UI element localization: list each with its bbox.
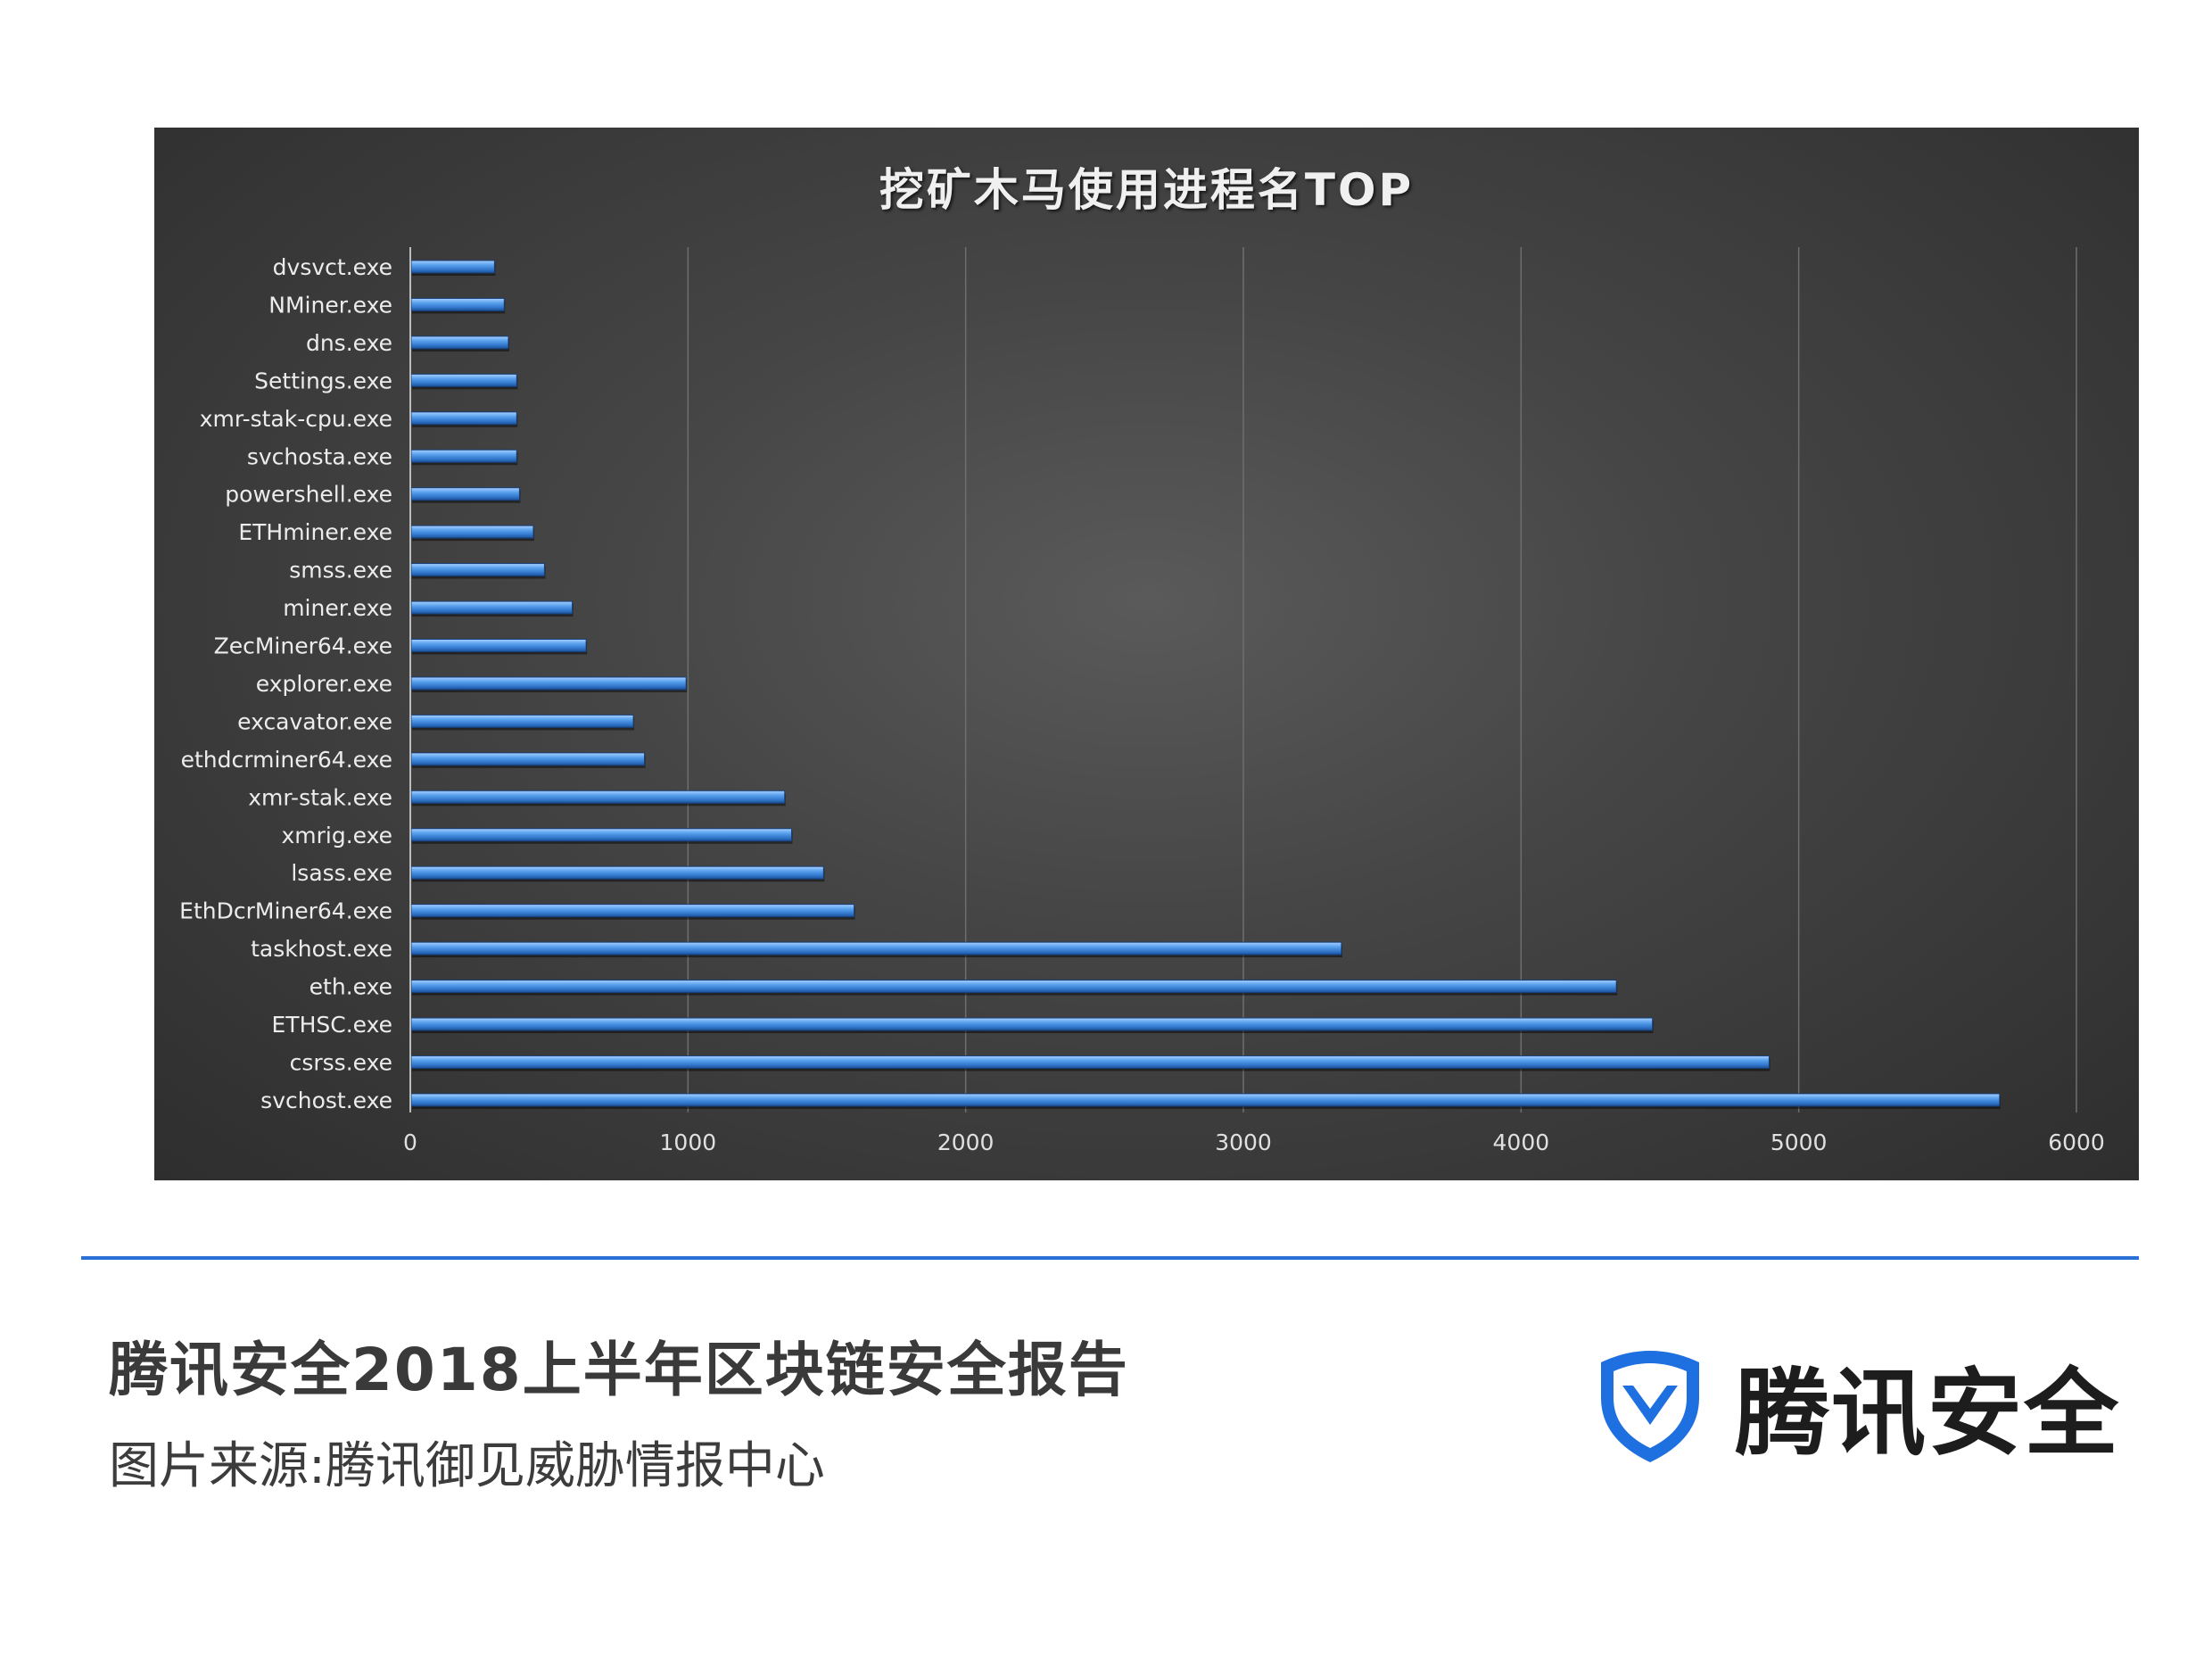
- category-label: powershell.exe: [225, 482, 392, 508]
- bar: [410, 639, 587, 652]
- shield-icon: [1601, 1351, 1699, 1462]
- bar: [410, 260, 495, 274]
- bar: [410, 790, 786, 804]
- x-axis-ticks: 0 1000 2000 3000 4000 5000 6000: [403, 1130, 2105, 1155]
- x-tick-label: 0: [403, 1130, 417, 1155]
- category-label: xmrig.exe: [281, 823, 392, 848]
- bar: [410, 676, 687, 691]
- x-tick-label: 6000: [2048, 1130, 2105, 1155]
- bar: [410, 335, 509, 350]
- bar: [410, 563, 545, 577]
- category-label: svchosta.exe: [247, 443, 392, 469]
- category-label: ETHminer.exe: [238, 519, 392, 545]
- bar: [410, 297, 505, 311]
- category-label: dns.exe: [306, 330, 392, 356]
- category-label: ethdcrminer64.exe: [181, 747, 392, 773]
- divider-line: [81, 1256, 2139, 1260]
- category-label: xmr-stak.exe: [248, 784, 392, 810]
- category-labels: dvsvct.exe NMiner.exe dns.exe Settings.exe x…: [179, 254, 392, 1113]
- bar: [410, 373, 517, 387]
- brand-logo: 腾讯安全: [1592, 1338, 2120, 1472]
- bar: [410, 904, 855, 918]
- bar: [410, 714, 634, 728]
- category-label: dvsvct.exe: [273, 254, 392, 280]
- bars: [410, 260, 2001, 1109]
- bar: [410, 865, 824, 880]
- category-label: csrss.exe: [290, 1049, 392, 1075]
- chart-panel: 挖矿木马使用进程名TOP dvsvct.exe NMiner.exe dns.exe…: [154, 128, 2139, 1180]
- bar: [410, 449, 517, 463]
- category-label: eth.exe: [310, 974, 392, 1000]
- bar: [410, 828, 793, 842]
- chart-title: 挖矿木马使用进程名TOP: [879, 164, 1415, 216]
- bar: [410, 487, 520, 501]
- bar: [410, 525, 534, 539]
- category-label: ZecMiner64.exe: [214, 633, 392, 659]
- category-label: NMiner.exe: [268, 292, 392, 318]
- category-label: EthDcrMiner64.exe: [179, 898, 392, 924]
- category-label: excavator.exe: [237, 708, 392, 734]
- grid-lines: [687, 247, 2077, 1113]
- bar: [410, 941, 1342, 956]
- bar: [410, 411, 517, 426]
- category-label: svchost.exe: [260, 1088, 392, 1113]
- x-tick-label: 5000: [1770, 1130, 1828, 1155]
- report-title: 腾讯安全2018上半年区块链安全报告: [109, 1336, 1129, 1404]
- category-label: explorer.exe: [256, 671, 392, 697]
- category-label: xmr-stak-cpu.exe: [200, 406, 392, 432]
- category-label: Settings.exe: [254, 368, 392, 393]
- bar: [410, 1093, 2001, 1107]
- category-label: taskhost.exe: [251, 936, 392, 962]
- bar: [410, 752, 646, 766]
- brand-name: 腾讯安全: [1735, 1359, 2120, 1469]
- bar-chart: dvsvct.exe NMiner.exe dns.exe Settings.exe x…: [179, 247, 2105, 1155]
- bar: [410, 600, 574, 615]
- bar: [410, 1017, 1654, 1031]
- x-tick-label: 2000: [937, 1130, 995, 1155]
- x-tick-label: 3000: [1215, 1130, 1272, 1155]
- bar: [410, 980, 1617, 994]
- category-label: miner.exe: [283, 595, 392, 621]
- x-tick-label: 4000: [1493, 1130, 1550, 1155]
- category-label: smss.exe: [289, 558, 392, 583]
- x-tick-label: 1000: [660, 1130, 717, 1155]
- image-source: 图片来源:腾讯御见威胁情报中心: [109, 1437, 825, 1495]
- category-label: lsass.exe: [291, 860, 392, 886]
- bar: [410, 1055, 1770, 1069]
- category-label: ETHSC.exe: [272, 1012, 393, 1038]
